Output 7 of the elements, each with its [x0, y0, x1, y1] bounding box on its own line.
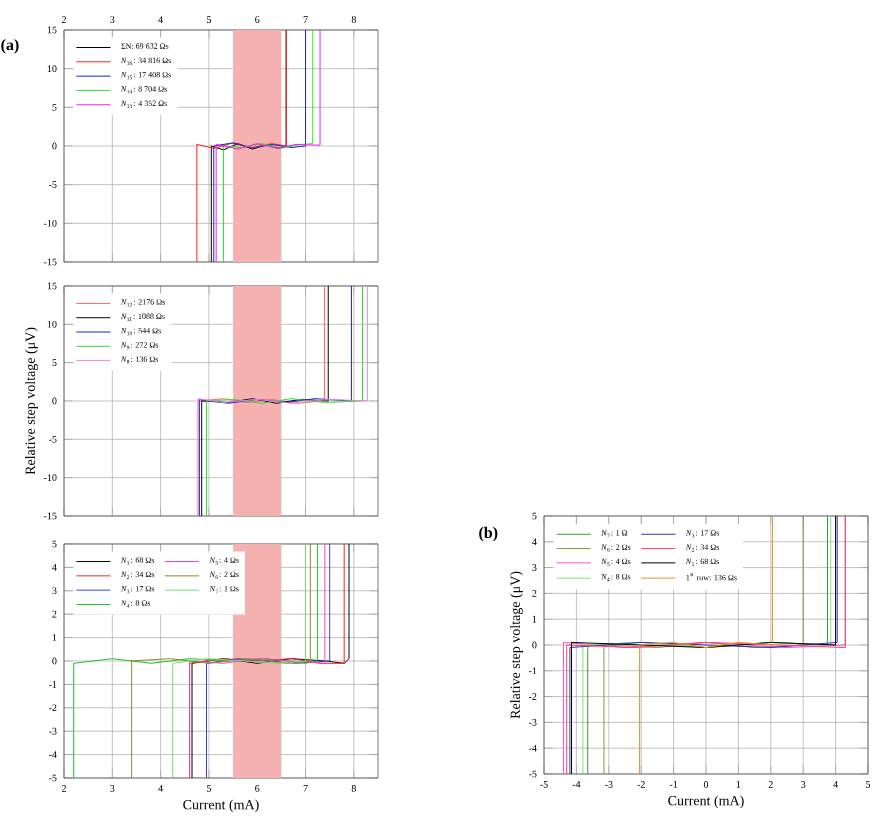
line-series	[172, 543, 307, 779]
text: (a)	[1, 38, 19, 54]
line-series	[73, 543, 319, 779]
text: (b)	[479, 526, 498, 542]
line-series	[196, 29, 287, 263]
line-series	[639, 515, 773, 775]
line-series	[131, 543, 311, 779]
